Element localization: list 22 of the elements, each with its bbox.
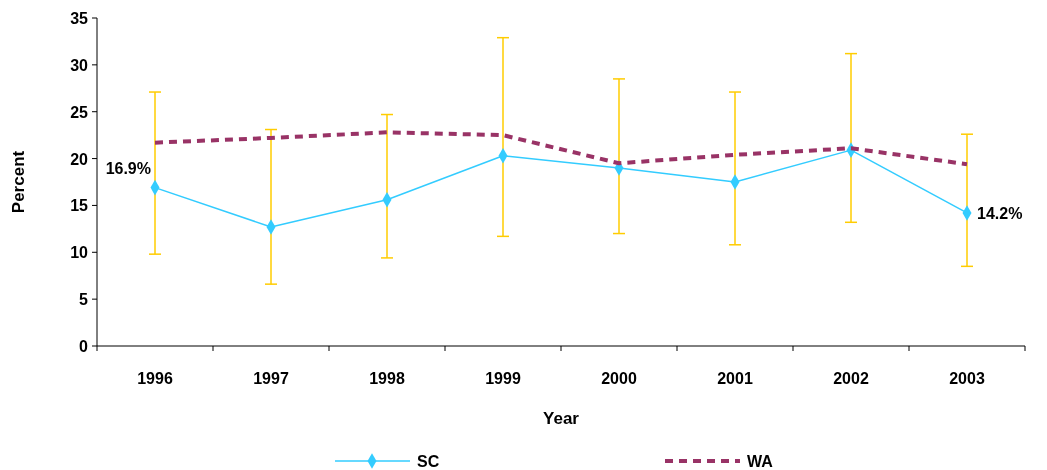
y-tick-label: 35	[70, 10, 89, 27]
y-tick-label: 20	[70, 150, 89, 168]
y-tick-label: 5	[79, 291, 89, 309]
x-tick-label: 2003	[949, 370, 985, 387]
x-tick-label: 1998	[369, 370, 405, 387]
y-tick-label: 10	[70, 244, 89, 262]
x-tick-label: 2002	[833, 370, 869, 387]
x-tick-label: 2000	[601, 370, 637, 387]
legend-label: WA	[747, 453, 774, 470]
legend-label: SC	[417, 453, 440, 470]
x-axis-title: Year	[543, 409, 580, 428]
y-axis-title: Percent	[9, 150, 28, 214]
y-tick-label: 25	[70, 103, 89, 121]
data-label: 14.2%	[977, 204, 1023, 222]
x-tick-label: 2001	[717, 370, 753, 387]
y-tick-label: 0	[79, 338, 89, 355]
y-tick-label: 15	[70, 197, 89, 215]
y-tick-label: 30	[70, 56, 89, 74]
x-tick-label: 1999	[485, 370, 521, 387]
data-label: 16.9%	[105, 159, 151, 177]
x-tick-label: 1996	[137, 370, 173, 387]
x-tick-label: 1997	[253, 370, 289, 387]
